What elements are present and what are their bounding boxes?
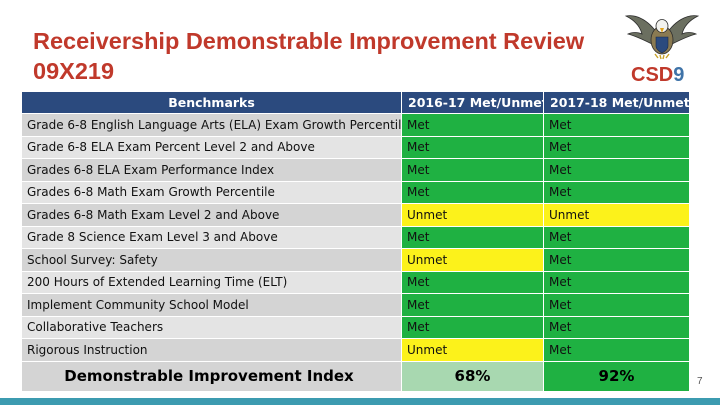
status-cell-2017-18: Met: [543, 225, 690, 249]
header-2016-17: 2016-17 Met/Unmet: [401, 91, 544, 114]
table-row: 200 Hours of Extended Learning Time (ELT…: [21, 270, 690, 294]
eagle-talons-icon: [654, 53, 670, 60]
table-row: Grade 6-8 ELA Exam Percent Level 2 and A…: [21, 135, 690, 159]
status-cell-2016-17: Met: [401, 225, 544, 249]
status-cell-2016-17: Met: [401, 135, 544, 159]
status-cell-2016-17: Unmet: [401, 248, 544, 272]
status-cell-2017-18: Met: [543, 270, 690, 294]
benchmark-label: Rigorous Instruction: [21, 338, 402, 362]
csd9-eagle-logo: [624, 15, 700, 60]
table-row: Grades 6-8 ELA Exam Performance Index Met…: [21, 158, 690, 182]
status-cell-2017-18: Unmet: [543, 203, 690, 227]
status-cell-2017-18: Met: [543, 248, 690, 272]
table-row: School Survey: Safety Unmet Met: [21, 248, 690, 272]
status-cell-2016-17: Met: [401, 315, 544, 339]
table-row: Collaborative Teachers Met Met: [21, 315, 690, 339]
benchmark-label: Grade 8 Science Exam Level 3 and Above: [21, 225, 402, 249]
eagle-beak-icon: [660, 28, 664, 33]
table-row: Implement Community School Model Met Met: [21, 293, 690, 317]
index-label: Demonstrable Improvement Index: [21, 360, 402, 392]
index-2017-18: 92%: [543, 360, 690, 392]
logo-letters: CSD: [631, 64, 674, 86]
logo-number: 9: [673, 64, 685, 86]
accent-bar: [0, 398, 720, 405]
benchmark-label: Grades 6-8 ELA Exam Performance Index: [21, 158, 402, 182]
status-cell-2016-17: Met: [401, 113, 544, 137]
table-row: Grade 6-8 English Language Arts (ELA) Ex…: [21, 113, 690, 137]
benchmark-label: Grade 6-8 English Language Arts (ELA) Ex…: [21, 113, 402, 137]
index-2016-17: 68%: [401, 360, 544, 392]
csd9-logo-text: CSD9: [631, 64, 684, 87]
table-header-row: Benchmarks 2016-17 Met/Unmet 2017-18 Met…: [21, 91, 690, 114]
status-cell-2017-18: Met: [543, 113, 690, 137]
status-cell-2017-18: Met: [543, 293, 690, 317]
status-cell-2017-18: Met: [543, 315, 690, 339]
status-cell-2017-18: Met: [543, 135, 690, 159]
status-cell-2016-17: Met: [401, 270, 544, 294]
benchmark-label: Grade 6-8 ELA Exam Percent Level 2 and A…: [21, 135, 402, 159]
status-cell-2016-17: Met: [401, 158, 544, 182]
slide-title-line2: 09X219: [33, 58, 115, 84]
index-row: Demonstrable Improvement Index 68% 92%: [21, 360, 690, 392]
benchmark-label: 200 Hours of Extended Learning Time (ELT…: [21, 270, 402, 294]
benchmark-label: Collaborative Teachers: [21, 315, 402, 339]
table-row: Rigorous Instruction Unmet Met: [21, 338, 690, 362]
benchmark-label: School Survey: Safety: [21, 248, 402, 272]
table-row: Grades 6-8 Math Exam Growth Percentile Me…: [21, 180, 690, 204]
page-number: 7: [697, 376, 703, 387]
status-cell-2016-17: Unmet: [401, 338, 544, 362]
benchmark-label: Grades 6-8 Math Exam Level 2 and Above: [21, 203, 402, 227]
benchmarks-table: Benchmarks 2016-17 Met/Unmet 2017-18 Met…: [21, 91, 690, 392]
slide-title-line1: Receivership Demonstrable Improvement Re…: [33, 28, 585, 54]
table-row: Grades 6-8 Math Exam Level 2 and Above Un…: [21, 203, 690, 227]
header-benchmarks: Benchmarks: [21, 91, 402, 114]
status-cell-2017-18: Met: [543, 158, 690, 182]
table-row: Grade 8 Science Exam Level 3 and Above Me…: [21, 225, 690, 249]
benchmark-label: Implement Community School Model: [21, 293, 402, 317]
eagle-shield-icon: [655, 36, 669, 54]
benchmark-label: Grades 6-8 Math Exam Growth Percentile: [21, 180, 402, 204]
status-cell-2016-17: Met: [401, 180, 544, 204]
status-cell-2017-18: Met: [543, 180, 690, 204]
slide-title: Receivership Demonstrable Improvement Re…: [33, 26, 628, 86]
status-cell-2016-17: Unmet: [401, 203, 544, 227]
status-cell-2016-17: Met: [401, 293, 544, 317]
header-2017-18: 2017-18 Met/Unmet: [543, 91, 690, 114]
status-cell-2017-18: Met: [543, 338, 690, 362]
